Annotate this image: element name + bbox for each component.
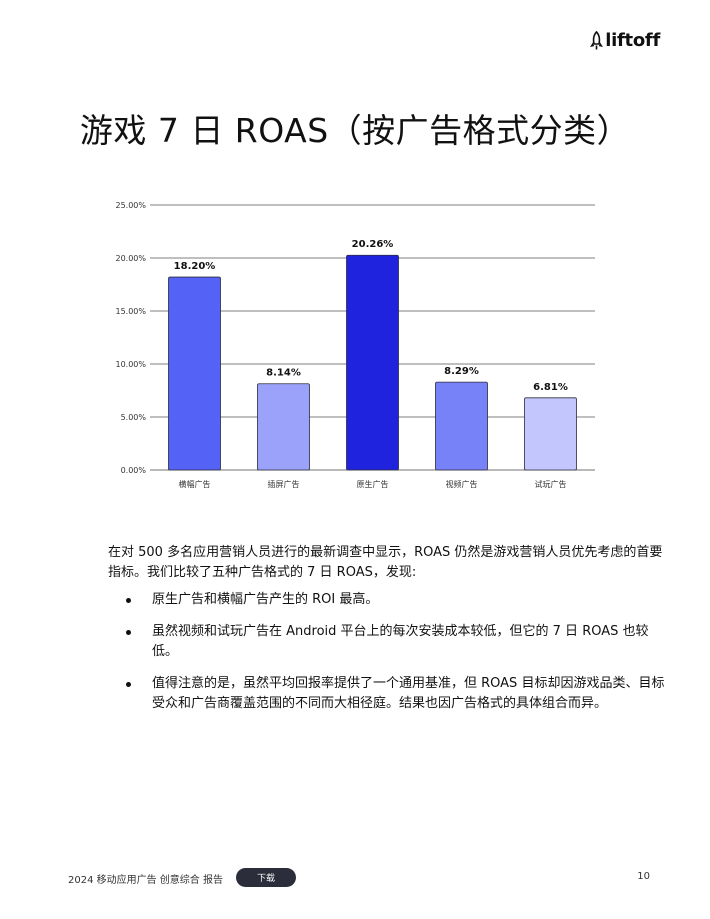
data-label: 18.20% — [174, 261, 216, 272]
bullet-dot — [126, 682, 131, 687]
x-tick-label: 视频广告 — [446, 479, 478, 489]
data-label: 8.29% — [444, 366, 479, 377]
x-tick-label: 插屏广告 — [268, 479, 300, 489]
data-label: 8.14% — [266, 368, 301, 379]
footer-report-title: 2024 移动应用广告 创意综合 报告 — [68, 875, 223, 886]
y-tick-label: 20.00% — [115, 254, 146, 263]
bullet-dot — [126, 630, 131, 635]
logo-text: liftoff — [605, 30, 660, 51]
rocket-icon — [590, 30, 604, 49]
roas-bar-chart: 0.00% 5.00% 10.00% 15.00% 20.00% 25.00% 18.20%… — [115, 201, 595, 489]
findings-list: 原生广告和横幅广告产生的 ROI 最高。 虽然视频和试玩广告在 Android … — [108, 590, 668, 726]
y-tick-label: 15.00% — [115, 307, 146, 316]
x-tick-label: 原生广告 — [357, 479, 389, 489]
y-tick-label: 5.00% — [121, 413, 147, 422]
list-item: 虽然视频和试玩广告在 Android 平台上的每次安装成本较低，但它的 7 日 … — [108, 622, 668, 662]
brand-logo: liftoff — [590, 30, 660, 51]
y-tick-label: 25.00% — [115, 201, 146, 210]
bullet-dot — [126, 598, 131, 603]
download-button[interactable]: 下载 — [236, 868, 296, 887]
bullet-text: 原生广告和横幅广告产生的 ROI 最高。 — [152, 592, 379, 607]
x-tick-label: 横幅广告 — [179, 479, 211, 489]
bullet-text: 值得注意的是，虽然平均回报率提供了一个通用基准，但 ROAS 目标却因游戏品类、… — [152, 676, 665, 711]
y-tick-label: 0.00% — [121, 466, 147, 475]
bar — [168, 276, 221, 471]
bullet-text: 虽然视频和试玩广告在 Android 平台上的每次安装成本较低，但它的 7 日 … — [152, 624, 649, 659]
bar — [524, 397, 577, 471]
intro-paragraph: 在对 500 多名应用营销人员进行的最新调查中显示，ROAS 仍然是游戏营销人员… — [108, 545, 663, 580]
page-number: 10 — [637, 871, 650, 882]
y-tick-label: 10.00% — [115, 360, 146, 369]
bar — [346, 254, 399, 471]
data-label: 20.26% — [352, 239, 394, 250]
data-label: 6.81% — [533, 382, 568, 393]
bar — [257, 383, 310, 471]
x-tick-label: 试玩广告 — [535, 479, 567, 489]
bar — [435, 381, 488, 471]
page-title: 游戏 7 日 ROAS（按广告格式分类） — [79, 111, 631, 150]
list-item: 值得注意的是，虽然平均回报率提供了一个通用基准，但 ROAS 目标却因游戏品类、… — [108, 674, 668, 714]
list-item: 原生广告和横幅广告产生的 ROI 最高。 — [108, 590, 668, 610]
